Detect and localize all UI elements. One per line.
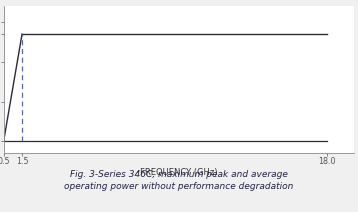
X-axis label: FREQUENCY (GHz): FREQUENCY (GHz): [140, 168, 218, 177]
Text: Fig. 3-Series 346C, maximum peak and average
operating power without performance: Fig. 3-Series 346C, maximum peak and ave…: [64, 170, 294, 191]
